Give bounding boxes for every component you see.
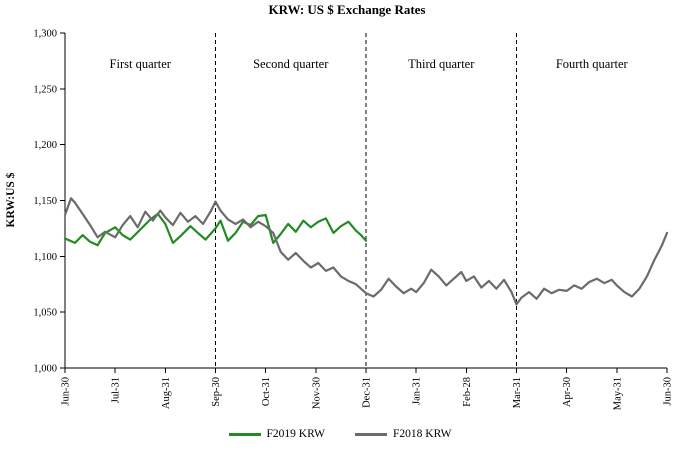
chart-legend: F2019 KRW F2018 KRW [0, 428, 680, 440]
x-tick-label: Jul-31 [111, 377, 122, 403]
x-tick-label: Jan-31 [412, 377, 423, 405]
legend-item: F2018 KRW [355, 428, 451, 440]
x-tick-label: Dec-31 [362, 377, 373, 408]
y-axis-title: KRW:US $ [4, 172, 17, 227]
legend-label: F2019 KRW [266, 428, 325, 440]
legend-label: F2018 KRW [393, 428, 452, 440]
y-tick-label: 1,000 [33, 364, 57, 375]
x-tick-label: Oct-31 [261, 377, 272, 406]
x-tick-label: Nov-30 [311, 377, 322, 409]
y-tick-label: 1,100 [33, 252, 57, 263]
x-tick-label: Mar-31 [512, 377, 523, 408]
series-lines [63, 197, 669, 306]
x-tick-label: Jun-30 [663, 377, 674, 406]
legend-item: F2019 KRW [228, 428, 325, 440]
x-tick-label: Aug-31 [161, 377, 172, 409]
legend-line-swatch [228, 432, 261, 436]
quarter-divider-lines [215, 33, 517, 368]
y-axis-ticks: 1,000 1,050 1,100 1,150 1,200 1,250 1,300 [33, 29, 65, 375]
quarter-labels: First quarter Second quarter Third quarter… [110, 57, 629, 71]
x-axis-ticks: Jun-30 Jul-31 Aug-31 Sep-30 Oct-31 Nov-30 Dec-… [61, 368, 674, 410]
y-tick-label: 1,200 [33, 140, 57, 151]
x-tick-label: May-31 [612, 377, 623, 410]
chart-title: KRW: US $ Exchange Rates [269, 2, 426, 17]
x-tick-label: Apr-30 [562, 377, 573, 407]
y-tick-label: 1,300 [33, 29, 57, 40]
x-tick-label: Jun-30 [61, 377, 72, 406]
x-tick-label: Feb-28 [462, 377, 473, 407]
legend-line-swatch [355, 432, 387, 436]
quarter-label: Second quarter [253, 57, 329, 71]
quarter-label: First quarter [110, 57, 172, 71]
x-tick-label: Sep-30 [211, 377, 222, 407]
quarter-label: Fourth quarter [556, 57, 629, 71]
y-tick-label: 1,050 [33, 308, 57, 319]
y-tick-label: 1,250 [33, 84, 57, 95]
series-line-f2018-krw [63, 197, 669, 306]
quarter-label: Third quarter [408, 57, 475, 71]
y-tick-label: 1,150 [33, 196, 57, 207]
